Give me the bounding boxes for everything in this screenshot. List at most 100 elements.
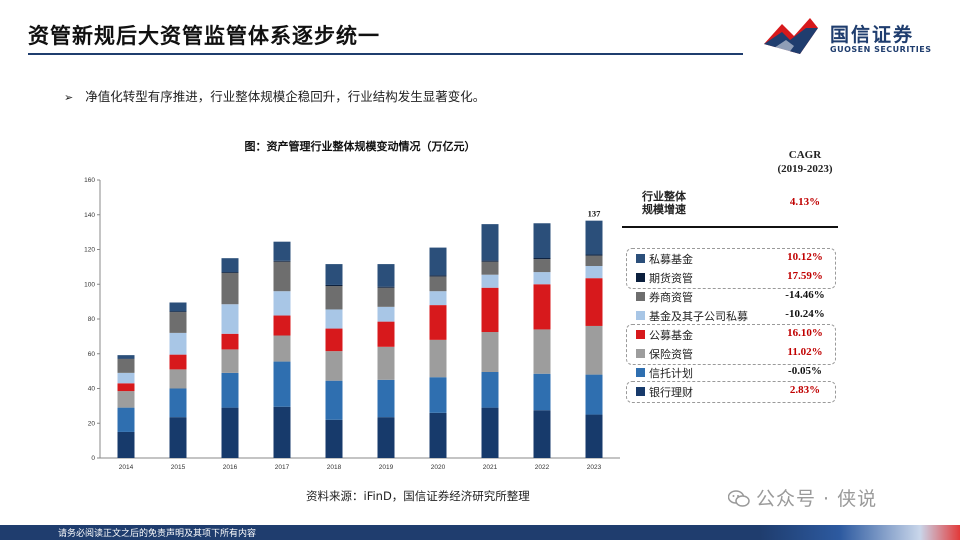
bar-segment xyxy=(273,291,291,316)
legend-row: 银行理财 2.83% xyxy=(632,383,842,400)
bar-segment xyxy=(377,346,395,380)
bar-segment xyxy=(533,223,551,259)
bar-segment xyxy=(221,272,239,305)
bar-segment xyxy=(585,266,603,279)
cagr-value: 10.12% xyxy=(787,251,823,263)
bar-segment xyxy=(377,286,395,288)
summary-bullet-text: 净值化转型有序推进，行业整体规模企稳回升，行业结构发生显著变化。 xyxy=(85,89,486,104)
cagr-header-line2: (2019-2023) xyxy=(777,163,833,175)
cagr-value: -10.24% xyxy=(785,308,825,320)
bar-segment xyxy=(273,241,291,261)
y-tick-label: 20 xyxy=(88,420,96,427)
x-tick-label: 2020 xyxy=(431,464,446,471)
bar-segment xyxy=(325,264,343,285)
bar-segment xyxy=(169,332,187,355)
bar-segment xyxy=(273,361,291,407)
bar-segment xyxy=(585,374,603,415)
bar-segment xyxy=(481,287,499,333)
bar-segment xyxy=(221,333,239,350)
bar-segment xyxy=(377,287,395,307)
legend-row: 信托计划 -0.05% xyxy=(632,364,842,381)
wechat-watermark: 公众号 · 侠说 xyxy=(728,484,877,511)
bar-segment xyxy=(429,276,447,292)
bar-segment xyxy=(221,407,239,458)
legend-series-name: 券商资管 xyxy=(649,291,693,304)
bar-segment xyxy=(429,275,447,277)
highlight-group-box xyxy=(626,324,836,365)
bar-segment xyxy=(169,369,187,389)
bar-segment xyxy=(221,272,239,273)
bar-segment xyxy=(377,417,395,458)
bar-segment xyxy=(325,284,343,286)
legend-series-name: 保险资管 xyxy=(649,348,693,361)
bar-segment xyxy=(221,372,239,408)
legend-series-name: 私募基金 xyxy=(649,253,693,266)
x-tick-label: 2015 xyxy=(171,464,186,471)
highlight-group-box xyxy=(626,381,836,403)
bar-segment xyxy=(273,315,291,336)
bar-segment xyxy=(117,407,135,432)
source-note: 资料来源：iFinD，国信证券经济研究所整理 xyxy=(306,489,530,503)
bar-segment xyxy=(533,259,551,273)
x-tick-label: 2018 xyxy=(327,464,342,471)
bar-segment xyxy=(429,291,447,306)
bar-segment xyxy=(585,414,603,458)
bar-segment xyxy=(585,254,603,256)
footer-disclaimer: 请务必阅读正文之后的免责声明及其项下所有内容 xyxy=(58,529,257,539)
legend-series-name: 银行理财 xyxy=(649,386,693,399)
legend-row: 期货资管 17.59% xyxy=(632,269,842,286)
bar-segment xyxy=(377,321,395,347)
watermark-text: 公众号 · 侠说 xyxy=(756,488,878,510)
page-title: 资管新规后大资管监管体系逐步统一 xyxy=(28,24,380,48)
legend-series-name: 基金及其子公司私募 xyxy=(649,310,748,323)
bar-segment xyxy=(273,260,291,262)
bar-segment xyxy=(429,339,447,378)
y-tick-label: 120 xyxy=(84,247,95,254)
bar-segment xyxy=(325,351,343,381)
cagr-value: 2.83% xyxy=(789,384,821,396)
bar-segment xyxy=(325,419,343,458)
bar-segment xyxy=(533,284,551,330)
bar-segment xyxy=(481,332,499,372)
bar-segment xyxy=(533,329,551,374)
bar-segment xyxy=(585,278,603,326)
bar-segment xyxy=(169,312,187,333)
legend-series-name: 信托计划 xyxy=(649,367,693,380)
legend-row: 保险资管 11.02% xyxy=(632,345,842,362)
bar-segment xyxy=(325,380,343,420)
y-tick-label: 140 xyxy=(84,212,95,219)
bar-segment xyxy=(221,349,239,373)
bar-segment xyxy=(377,379,395,418)
title-divider xyxy=(28,53,743,55)
bar-segment xyxy=(377,264,395,287)
legend-swatch xyxy=(636,254,645,263)
bar-segment xyxy=(221,304,239,334)
bar-segment xyxy=(325,285,343,310)
y-tick-label: 160 xyxy=(84,177,95,184)
cagr-header-line1: CAGR xyxy=(788,149,822,161)
total-growth-label-line1: 行业整体 xyxy=(642,190,686,203)
wechat-icon xyxy=(728,490,750,507)
bar-segment xyxy=(325,328,343,352)
x-tick-label: 2019 xyxy=(379,464,394,471)
total-growth-label: 行业整体 规模增速 xyxy=(642,190,722,216)
legend-series-name: 公募基金 xyxy=(649,329,693,342)
legend-swatch xyxy=(636,349,645,358)
bar-segment xyxy=(429,247,447,276)
guosen-logo: 国信证券 GUOSEN SECURITIES xyxy=(760,14,950,60)
bar-segment xyxy=(117,391,135,408)
legend-series-name: 期货资管 xyxy=(649,272,693,285)
bar-segment xyxy=(533,258,551,260)
bar-segment xyxy=(429,412,447,458)
bar-segment xyxy=(533,410,551,458)
bar-segment xyxy=(117,355,135,359)
x-tick-label: 2023 xyxy=(587,464,602,471)
chart-title: 图：资产管理行业整体规模变动情况（万亿元） xyxy=(244,140,476,153)
bar-segment xyxy=(273,335,291,362)
guosen-logo-mark-icon xyxy=(764,18,818,54)
y-tick-label: 60 xyxy=(88,351,96,358)
logo-chinese-name: 国信证券 xyxy=(830,24,915,46)
total-growth-value: 4.13% xyxy=(789,196,821,208)
x-tick-label: 2016 xyxy=(223,464,238,471)
y-tick-label: 0 xyxy=(91,455,95,462)
